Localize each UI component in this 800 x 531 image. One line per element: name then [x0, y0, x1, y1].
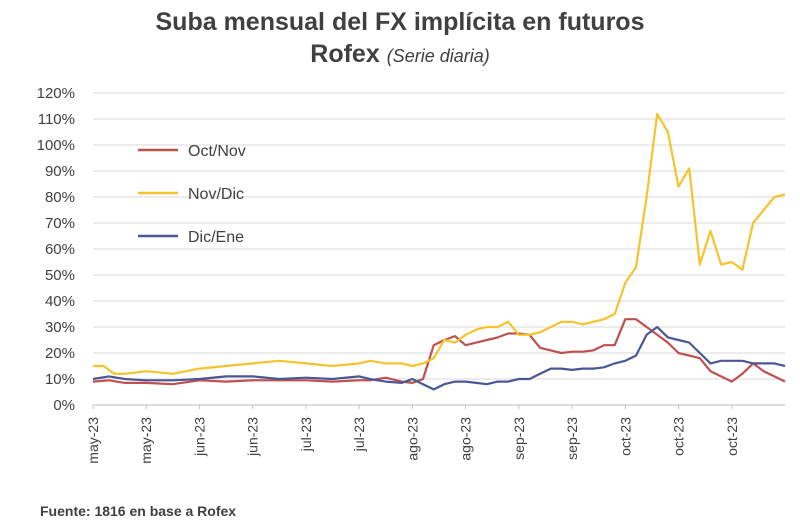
series-line-dic-ene — [92, 325, 786, 391]
x-tick-label: jun-23 — [191, 417, 207, 457]
line-chart: 0% 10% 20% 30% 40% 50% 60% 70% 80% 90% 100% 110% 120… — [37, 85, 786, 464]
series-line-nov-dic — [93, 112, 786, 375]
x-tick-label: jul-23 — [298, 417, 314, 452]
y-tick-label: 110% — [38, 111, 75, 128]
x-tick-label: oct-23 — [724, 417, 740, 456]
y-tick-label: 50% — [45, 267, 75, 284]
y-tick-label: 40% — [45, 293, 75, 310]
y-tick-label: 70% — [45, 215, 75, 232]
x-tick-label: oct-23 — [671, 417, 687, 456]
x-tick-label: jun-23 — [245, 417, 261, 457]
x-tick-label: sep-23 — [564, 417, 580, 460]
chart-title: Suba mensual del FX implícita en futuros… — [0, 6, 800, 72]
legend-label: Oct/Nov — [188, 143, 246, 160]
x-tick-label: sep-23 — [511, 417, 527, 460]
y-tick-label: 30% — [45, 319, 75, 336]
x-tick-label: may-23 — [85, 417, 101, 464]
y-tick-label: 0% — [53, 397, 75, 414]
chart-title-line2: Rofex (Serie diaria) — [0, 38, 800, 72]
y-tick-label: 120% — [37, 85, 75, 102]
x-tick-label: ago-23 — [458, 417, 474, 461]
y-tick-label: 90% — [45, 163, 75, 180]
chart-subtitle: (Serie diaria) — [386, 46, 490, 66]
y-tick-label: 80% — [45, 189, 75, 206]
legend-label: Dic/Ene — [188, 229, 244, 246]
x-tick-label: may-23 — [138, 417, 154, 464]
source-note: Fuente: 1816 en base a Rofex — [40, 503, 237, 519]
series-line-oct-nov — [92, 318, 786, 386]
x-tick-label: ago-23 — [404, 417, 420, 461]
chart-title-rofex: Rofex — [310, 40, 380, 68]
y-tick-label: 10% — [45, 371, 75, 388]
chart-title-line1: Suba mensual del FX implícita en futuros — [155, 8, 645, 36]
y-tick-label: 100% — [37, 137, 75, 154]
x-tick-label: oct-23 — [617, 417, 633, 456]
y-tick-label: 20% — [45, 345, 75, 362]
x-tick-label: jul-23 — [351, 417, 367, 452]
legend-label: Nov/Dic — [188, 186, 244, 203]
y-tick-label: 60% — [45, 241, 75, 258]
